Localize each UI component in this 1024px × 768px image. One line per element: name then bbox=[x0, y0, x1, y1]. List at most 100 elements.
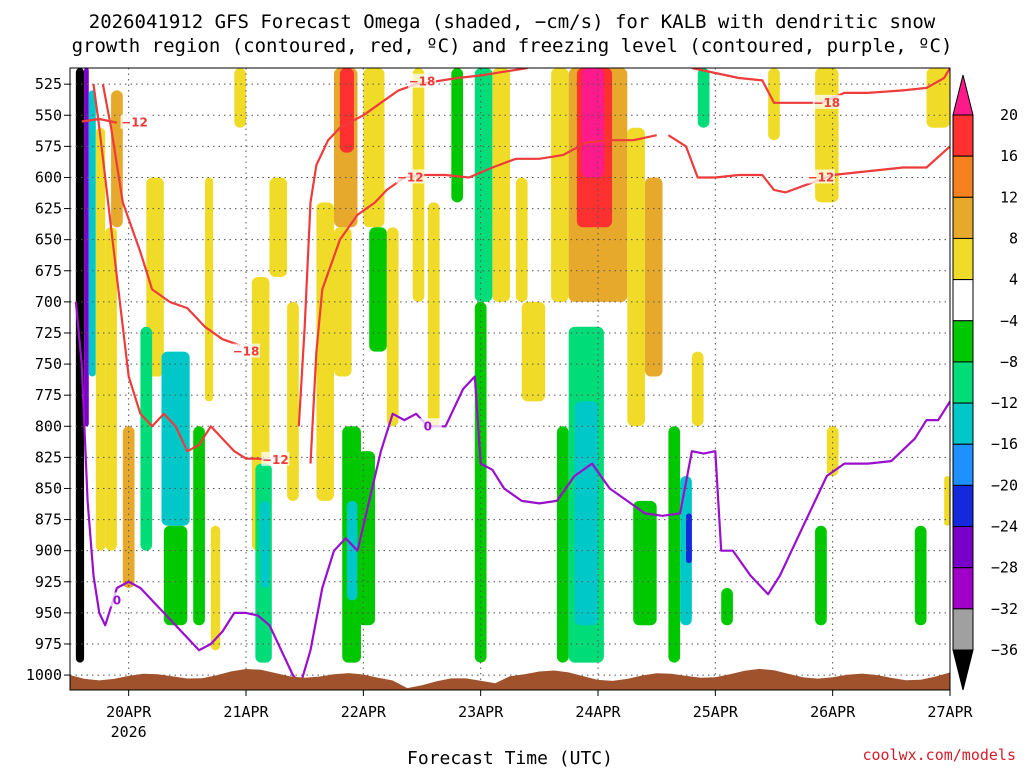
omega-cell bbox=[697, 68, 710, 128]
colorbar-label: 12 bbox=[1000, 188, 1018, 206]
omega-cell bbox=[427, 202, 440, 427]
colorbar-label: 4 bbox=[1009, 271, 1018, 289]
contour-dgz-m12-lower bbox=[92, 84, 270, 461]
colorbar-label: −8 bbox=[1000, 353, 1018, 371]
colorbar-bin bbox=[952, 484, 974, 528]
omega-cell bbox=[339, 68, 354, 153]
contour-dgz-m12-mid bbox=[309, 134, 657, 464]
contour-dgz-m12-right bbox=[667, 134, 950, 194]
colorbar-bin bbox=[952, 320, 974, 363]
colorbar-label: −12 bbox=[991, 394, 1018, 412]
contour-label-freezing-level-main: 0 bbox=[424, 419, 432, 433]
omega-cell bbox=[691, 351, 704, 427]
contour-label-bg bbox=[812, 94, 841, 109]
x-tick-label: 20APR bbox=[106, 703, 152, 721]
plot-area: −12 −18 −12 −18 −12 −12 −18 0 0 bbox=[70, 68, 950, 690]
contour-label-bg bbox=[102, 592, 131, 607]
omega-cell bbox=[768, 68, 780, 141]
contour-label-bg bbox=[232, 343, 260, 358]
x-tick-label: 26APR bbox=[810, 703, 856, 721]
contour-freezing-level-main bbox=[297, 375, 950, 690]
x-tick-label: 25APR bbox=[693, 703, 739, 721]
grid-lines bbox=[70, 68, 950, 690]
y-tick-label: 825 bbox=[35, 448, 62, 466]
y-tick-label: 800 bbox=[35, 417, 62, 435]
colorbar-label: 16 bbox=[1000, 147, 1018, 165]
y-tick-label: 775 bbox=[35, 386, 62, 404]
x-tick-label: 23APR bbox=[458, 703, 504, 721]
omega-cell bbox=[346, 500, 358, 601]
omega-cell bbox=[88, 90, 96, 377]
contour-label-bg bbox=[120, 114, 149, 129]
omega-cell bbox=[474, 301, 487, 663]
colorbar-bin bbox=[952, 114, 974, 157]
omega-cell bbox=[944, 476, 950, 526]
contour-dgz-m18-mid bbox=[297, 68, 528, 427]
ground-terrain bbox=[70, 668, 950, 690]
y-tick-label: 650 bbox=[35, 231, 62, 249]
omega-cell bbox=[105, 227, 117, 551]
y-tick-label: 975 bbox=[35, 635, 62, 653]
omega-cell bbox=[474, 68, 493, 302]
pressure-axis: 525 550 575 600 625 650 675 700 725 750 775 800 825 8… bbox=[26, 75, 70, 684]
y-tick-label: 900 bbox=[35, 542, 62, 560]
omega-cell bbox=[95, 127, 106, 551]
colorbar-label: 20 bbox=[1000, 106, 1018, 124]
contour-label-dgz-m18-mid: −18 bbox=[409, 75, 436, 89]
y-tick-label: 675 bbox=[35, 262, 62, 280]
y-tick-label: 875 bbox=[35, 511, 62, 529]
colorbar-label: 8 bbox=[1009, 229, 1018, 247]
plot-frame bbox=[69, 67, 951, 691]
omega-cell bbox=[581, 68, 604, 178]
omega-cell bbox=[269, 177, 288, 277]
omega-cell bbox=[521, 301, 546, 402]
omega-cell bbox=[412, 68, 425, 302]
omega-cell bbox=[163, 525, 188, 626]
omega-cell bbox=[721, 587, 733, 626]
y-tick-label: 525 bbox=[35, 75, 62, 93]
y-tick-label: 925 bbox=[35, 573, 62, 591]
colorbar-bin bbox=[952, 443, 974, 486]
omega-cell bbox=[122, 426, 135, 588]
colorbar-bin bbox=[952, 526, 974, 569]
colorbar-bin bbox=[952, 608, 974, 651]
colorbar-bin bbox=[952, 279, 974, 322]
omega-cell bbox=[210, 525, 221, 651]
contour-label-dgz-m18-lower: −18 bbox=[233, 345, 260, 359]
colorbar-bin bbox=[952, 196, 974, 239]
omega-cell bbox=[556, 426, 569, 663]
x-tick-label: 21APR bbox=[223, 703, 269, 721]
colorbar-bin bbox=[952, 237, 974, 281]
omega-cell bbox=[204, 177, 214, 402]
colorbar-label: −28 bbox=[991, 559, 1018, 577]
omega-cell bbox=[633, 500, 657, 626]
y-tick-label: 700 bbox=[35, 293, 62, 311]
y-tick-label: 750 bbox=[35, 355, 62, 373]
contour-lines: −12 −18 −12 −18 −12 −12 −18 0 0 bbox=[74, 68, 950, 690]
colorbar-bin bbox=[952, 567, 974, 610]
colorbar-label: −32 bbox=[991, 600, 1018, 618]
contour-label-bg bbox=[413, 418, 442, 433]
x-year-label: 2026 bbox=[111, 723, 147, 741]
omega-cell bbox=[234, 68, 246, 128]
x-tick-label: 22APR bbox=[341, 703, 387, 721]
x-tick-label: 27APR bbox=[927, 703, 973, 721]
omega-cell bbox=[146, 177, 164, 377]
omega-cell bbox=[815, 525, 827, 626]
contour-dgz-m18-lower bbox=[101, 83, 241, 347]
colorbar-top-cap bbox=[952, 74, 974, 116]
omega-cell bbox=[826, 426, 839, 477]
omega-cell bbox=[334, 227, 352, 377]
omega-cell bbox=[686, 513, 692, 564]
colorbar: 20 16 12 8 4 −4 −8 −12 −16 −20 −24 −28 −32 −36 bbox=[952, 74, 1018, 691]
colorbar-bin bbox=[952, 402, 974, 445]
omega-cell bbox=[260, 500, 270, 588]
omega-cell bbox=[75, 68, 85, 663]
omega-cell bbox=[287, 301, 299, 501]
y-tick-label: 625 bbox=[35, 200, 62, 218]
colorbar-label: −20 bbox=[991, 476, 1018, 494]
colorbar-label: −36 bbox=[991, 641, 1018, 659]
y-tick-label: 950 bbox=[35, 604, 62, 622]
omega-cell bbox=[926, 68, 950, 128]
